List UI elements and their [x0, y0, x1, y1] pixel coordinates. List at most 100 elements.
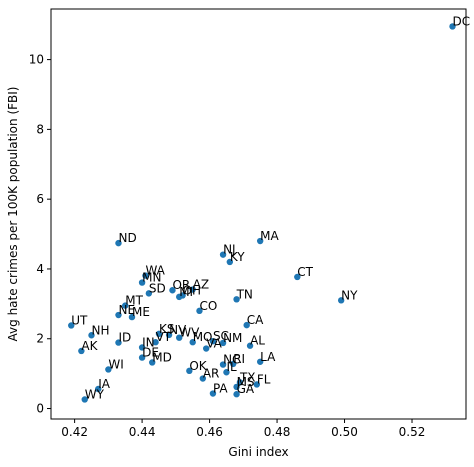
- point-label-ks: KS: [159, 322, 175, 336]
- plot-frame: [50, 8, 467, 420]
- data-point-fl: [253, 381, 261, 388]
- data-point-mo: [189, 339, 196, 346]
- data-point-ma: [256, 237, 264, 245]
- point-label-ia: IA: [98, 377, 111, 391]
- point-label-fl: FL: [257, 372, 271, 386]
- data-point-pa: [209, 390, 217, 397]
- x-tick-label: 0.42: [61, 425, 88, 439]
- data-point-co: [196, 307, 203, 315]
- point-label-ri: RI: [233, 352, 245, 366]
- data-point-oh: [179, 292, 186, 299]
- data-point-tx: [236, 379, 244, 386]
- data-point-sc: [209, 337, 217, 345]
- point-label-ak: AK: [81, 339, 98, 353]
- point-label-mi: MI: [179, 285, 193, 299]
- point-label-nj: NJ: [223, 243, 236, 257]
- y-tick-label: 4: [36, 262, 44, 276]
- point-label-ct: CT: [297, 265, 313, 279]
- data-point-de: [138, 354, 146, 361]
- point-label-wy: WY: [85, 387, 105, 401]
- y-tick-label: 2: [36, 332, 44, 346]
- point-label-la: LA: [260, 350, 276, 364]
- point-label-wi: WI: [108, 357, 123, 371]
- y-axis-label: Avg hate crimes per 100K population (FBI…: [6, 87, 20, 342]
- data-point-me: [128, 313, 136, 321]
- data-point-dc: [449, 23, 456, 30]
- data-point-ak: [78, 347, 85, 355]
- data-point-ct: [294, 273, 301, 281]
- data-point-wi: [105, 366, 112, 373]
- point-label-ma: MA: [260, 229, 279, 243]
- point-label-ms: MS: [237, 375, 255, 389]
- data-point-ks: [155, 330, 163, 338]
- point-label-wv: WV: [179, 326, 200, 340]
- data-point-wy: [81, 396, 88, 403]
- point-label-co: CO: [199, 299, 217, 313]
- point-label-mt: MT: [125, 294, 143, 308]
- point-label-or: OR: [172, 278, 190, 292]
- y-tick-label: 6: [36, 192, 44, 206]
- axis-ticks: 0.42 0.44 0.46 0.48 0.50 0.52 0 2 4 6 8 10: [29, 53, 426, 439]
- point-label-tx: TX: [239, 370, 256, 384]
- data-points: [68, 23, 456, 403]
- point-label-in: IN: [142, 335, 155, 349]
- x-tick-label: 0.52: [399, 425, 426, 439]
- data-point-id: [115, 339, 122, 346]
- data-point-la: [256, 358, 264, 365]
- y-tick-label: 8: [36, 122, 44, 136]
- point-label-tn: TN: [236, 287, 253, 301]
- point-label-al: AL: [250, 334, 265, 348]
- data-point-nv: [165, 331, 173, 339]
- data-point-wa: [142, 272, 149, 279]
- point-label-sd: SD: [149, 281, 166, 295]
- data-point-wv: [176, 334, 183, 341]
- data-point-ne: [115, 311, 122, 319]
- point-label-id: ID: [118, 331, 131, 345]
- data-point-il: [223, 369, 230, 376]
- point-label-ar: AR: [203, 367, 220, 381]
- y-tick-label: 0: [36, 402, 44, 416]
- point-label-oh: OH: [183, 283, 201, 297]
- data-point-al: [246, 342, 254, 349]
- point-label-pa: PA: [213, 382, 228, 396]
- point-label-ny: NY: [341, 288, 358, 302]
- y-tick-label: 10: [29, 53, 44, 67]
- data-point-nh: [88, 332, 95, 339]
- data-point-ar: [199, 375, 207, 382]
- x-tick-label: 0.48: [264, 425, 291, 439]
- point-label-de: DE: [142, 346, 159, 360]
- point-label-nc: NC: [223, 353, 240, 367]
- point-label-ca: CA: [247, 313, 264, 327]
- point-label-il: IL: [226, 360, 237, 374]
- data-point-nd: [115, 239, 122, 247]
- point-label-wa: WA: [145, 264, 165, 278]
- data-point-ky: [226, 258, 234, 266]
- data-point-ca: [243, 321, 250, 329]
- data-point-mt: [122, 302, 129, 309]
- data-point-az: [189, 286, 196, 293]
- point-label-mo: MO: [193, 330, 213, 344]
- point-label-dc: DC: [453, 14, 471, 28]
- data-point-ny: [337, 297, 345, 304]
- point-label-vt: VT: [156, 330, 172, 344]
- data-point-ms: [233, 383, 240, 391]
- data-point-mn: [138, 279, 146, 286]
- point-label-nm: NM: [223, 331, 242, 345]
- data-point-ri: [229, 360, 237, 368]
- data-point-tn: [233, 296, 240, 303]
- point-label-ok: OK: [189, 359, 207, 373]
- x-axis-label: Gini index: [228, 445, 288, 459]
- point-label-md: MD: [152, 350, 172, 364]
- data-point-sd: [145, 290, 153, 297]
- point-label-az: AZ: [193, 278, 209, 292]
- point-label-nh: NH: [91, 323, 109, 337]
- point-label-ne: NE: [118, 303, 135, 317]
- point-label-nd: ND: [118, 231, 136, 245]
- x-tick-label: 0.50: [331, 425, 358, 439]
- point-label-ut: UT: [71, 313, 88, 327]
- point-label-ky: KY: [230, 250, 245, 264]
- data-point-ia: [95, 385, 102, 393]
- data-point-nm: [219, 339, 227, 347]
- point-label-mn: MN: [142, 271, 161, 285]
